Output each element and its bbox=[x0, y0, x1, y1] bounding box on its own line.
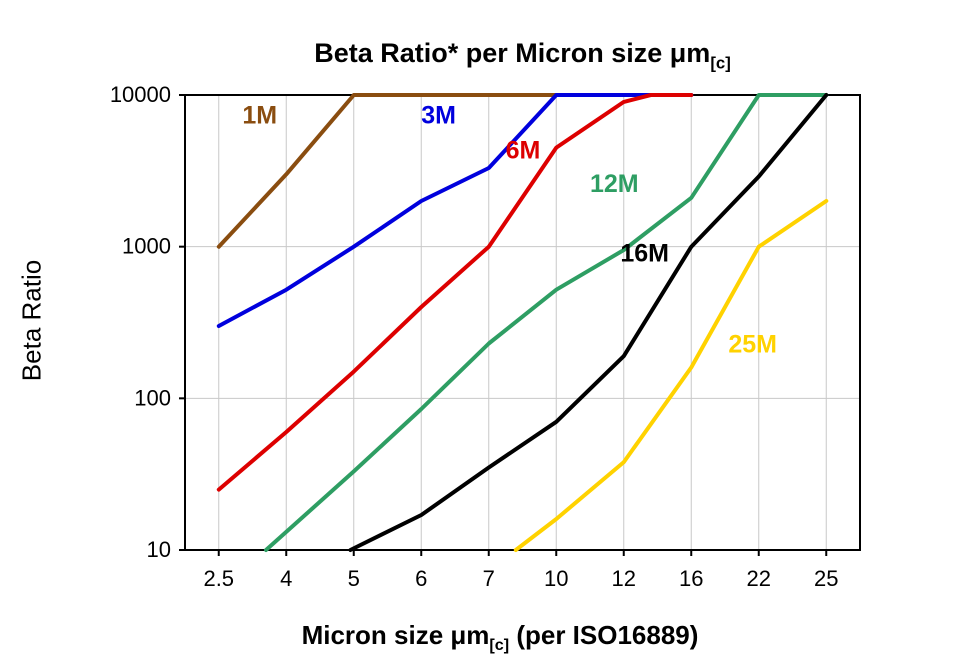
x-tick-label: 5 bbox=[348, 566, 360, 591]
x-axis-title-subscript: [c] bbox=[489, 636, 510, 655]
y-tick-label: 10000 bbox=[110, 82, 171, 107]
series-label-16M: 16M bbox=[620, 239, 669, 267]
x-axis-title-suffix: (per ISO16889) bbox=[509, 620, 699, 650]
x-axis-title-text: Micron size μm bbox=[301, 620, 490, 650]
x-axis-title: Micron size μm[c] (per ISO16889) bbox=[120, 620, 880, 655]
x-tick-label: 6 bbox=[415, 566, 427, 591]
x-tick-label: 16 bbox=[679, 566, 703, 591]
series-label-12M: 12M bbox=[590, 170, 639, 198]
series-line-1M bbox=[216, 93, 559, 249]
series-line-12M bbox=[264, 93, 829, 552]
chart-title-text: Beta Ratio* per Micron size μm bbox=[314, 38, 711, 68]
series-line-6M bbox=[216, 93, 694, 492]
x-tick-label: 12 bbox=[612, 566, 636, 591]
series-line-16M bbox=[348, 93, 829, 552]
x-tick-label: 7 bbox=[483, 566, 495, 591]
chart-title-subscript: [c] bbox=[710, 53, 731, 73]
series-line-3M bbox=[216, 93, 694, 328]
y-tick-label: 1000 bbox=[122, 234, 171, 259]
chart-title: Beta Ratio* per Micron size μm[c] bbox=[185, 38, 860, 73]
series-label-6M: 6M bbox=[506, 137, 541, 165]
y-axis-title: Beta Ratio bbox=[16, 259, 47, 382]
x-tick-label: 25 bbox=[814, 566, 838, 591]
series-line-25M bbox=[513, 199, 829, 552]
x-tick-label: 2.5 bbox=[203, 566, 234, 591]
y-tick-label: 100 bbox=[134, 385, 171, 410]
x-tick-label: 10 bbox=[544, 566, 568, 591]
x-tick-label: 4 bbox=[280, 566, 292, 591]
series-label-1M: 1M bbox=[242, 101, 277, 129]
series-label-25M: 25M bbox=[728, 331, 777, 359]
x-tick-label: 22 bbox=[747, 566, 771, 591]
y-tick-label: 10 bbox=[147, 537, 171, 562]
series-label-3M: 3M bbox=[421, 101, 456, 129]
